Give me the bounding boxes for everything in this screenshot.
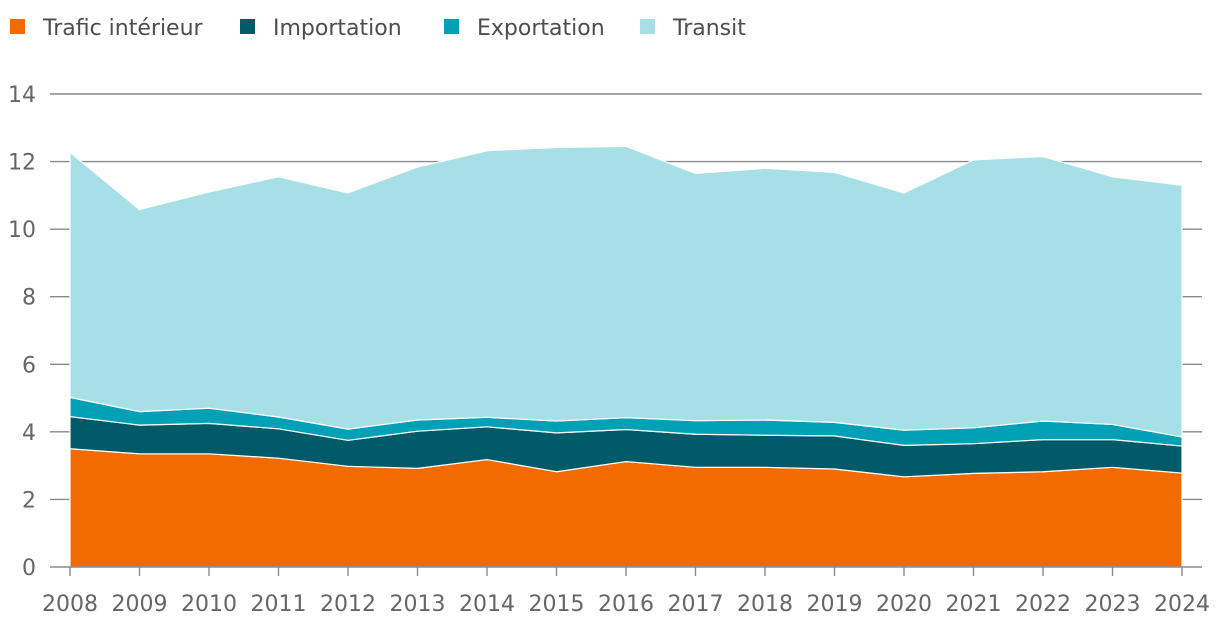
x-tick-label: 2009 [112,592,168,617]
x-tick-label: 2017 [668,592,724,617]
area-series [69,145,1183,568]
x-tick-label: 2010 [181,592,237,617]
x-tick-label: 2013 [390,592,446,617]
x-tick-label: 2008 [42,592,98,617]
x-tick-label: 2020 [876,592,932,617]
x-tick-label: 2015 [529,592,585,617]
legend-label: Transit [672,16,746,41]
y-tick-label: 10 [8,218,36,243]
x-tick-label: 2019 [807,592,863,617]
x-tick-label: 2014 [459,592,515,617]
y-tick-label: 14 [8,83,36,108]
x-tick-label: 2021 [946,592,1002,617]
legend-label: Exportation [477,16,605,41]
y-tick-label: 4 [22,421,36,446]
legend-item-importation: Importation [240,16,402,41]
legend-swatch [444,19,459,34]
legend-item-exportation: Exportation [444,16,605,41]
legend: Trafic intérieur Importation Exportation Tr… [10,16,746,41]
x-axis-ticks: 2008 2009 2010 2011 2012 2013 2014 2015 2016 2017… [42,567,1210,617]
legend-item-trafic-int-rieur: Trafic intérieur [10,16,204,41]
x-tick-label: 2018 [737,592,793,617]
x-tick-label: 2012 [320,592,376,617]
legend-label: Importation [273,16,402,41]
area-transit [69,145,1183,438]
legend-label: Trafic intérieur [42,16,204,41]
legend-swatch [640,19,655,34]
x-tick-label: 2011 [251,592,307,617]
x-tick-label: 2022 [1015,592,1071,617]
legend-item-transit: Transit [640,16,746,41]
legend-swatch [10,19,25,34]
y-tick-label: 0 [22,556,36,581]
y-tick-label: 2 [22,488,36,513]
x-tick-label: 2023 [1085,592,1141,617]
y-tick-label: 6 [22,353,36,378]
y-tick-label: 12 [8,151,36,176]
x-tick-label: 2016 [598,592,654,617]
legend-swatch [240,19,255,34]
y-tick-label: 8 [22,286,36,311]
x-tick-label: 2024 [1154,592,1210,617]
y-axis-ticks: 0 2 4 6 8 10 12 14 [8,83,36,581]
